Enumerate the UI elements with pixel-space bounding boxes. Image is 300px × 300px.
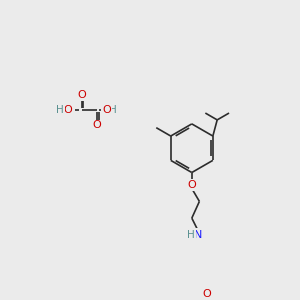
Text: H: H (109, 105, 117, 115)
Text: O: O (188, 180, 196, 190)
Text: O: O (202, 289, 211, 299)
Text: O: O (77, 90, 86, 100)
Text: H: H (56, 105, 64, 115)
Text: N: N (194, 230, 202, 240)
Text: H: H (187, 230, 195, 240)
Text: O: O (64, 105, 72, 115)
Text: O: O (102, 105, 111, 115)
Text: O: O (92, 120, 101, 130)
